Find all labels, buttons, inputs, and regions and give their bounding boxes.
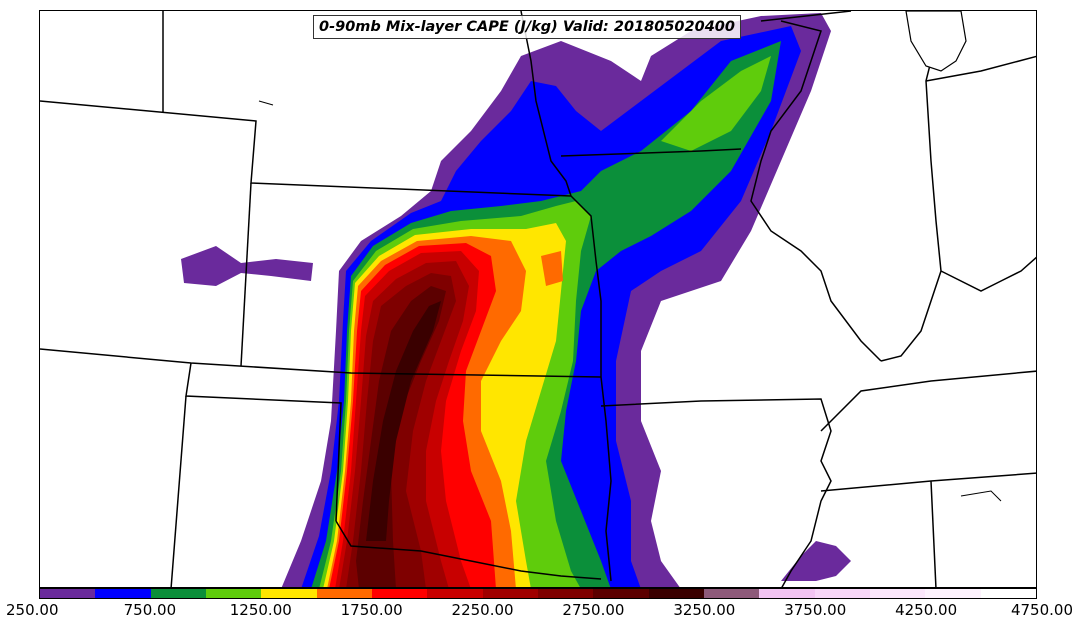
boundary-line [750, 20, 882, 362]
colorbar-segment [869, 589, 926, 598]
boundary-line [940, 256, 1036, 292]
colorbar [39, 588, 1037, 599]
colorbar-segment [593, 589, 649, 598]
colorbar-segment [703, 589, 760, 598]
colorbar-tick-label: 2750.00 [562, 601, 625, 619]
boundary-line [880, 60, 942, 362]
boundary-line [930, 480, 937, 587]
boundary-line [820, 370, 1036, 432]
lake-outline [960, 490, 1002, 502]
colorbar-segment [648, 589, 704, 598]
colorbar-tick-label: 750.00 [123, 601, 177, 619]
colorbar-tick-label: 1750.00 [340, 601, 403, 619]
colorbar-segment [925, 589, 981, 598]
lake-outline [258, 100, 274, 106]
boundary-line [760, 11, 852, 22]
boundary-line [520, 11, 572, 197]
boundary-line [925, 55, 1036, 82]
colorbar-tick-label: 1250.00 [229, 601, 292, 619]
boundary-line [335, 520, 602, 580]
colorbar-segment [759, 589, 815, 598]
colorbar-tick-label: 4250.00 [895, 601, 958, 619]
boundary-line [560, 148, 742, 157]
boundary-line [40, 100, 572, 197]
boundary-line [240, 182, 252, 367]
cape-map [40, 11, 1036, 587]
colorbar-segment [482, 589, 538, 598]
lake-michigan-outline [905, 11, 967, 72]
state-boundaries [40, 11, 1036, 587]
map-panel [39, 10, 1037, 588]
colorbar-segment [537, 589, 594, 598]
cape-band-darkest [366, 301, 441, 541]
colorbar-segment [261, 589, 317, 598]
cape-band-250-se [781, 541, 851, 581]
colorbar-segment [40, 589, 96, 598]
cape-band-orange-ne [541, 251, 563, 286]
colorbar-segment [980, 589, 1036, 598]
colorbar-segment [427, 589, 483, 598]
colorbar-segment [150, 589, 206, 598]
boundary-line [600, 398, 832, 587]
cape-contours [181, 13, 851, 587]
cape-band-1750-north [661, 56, 771, 151]
colorbar-tick-label: 2250.00 [451, 601, 514, 619]
colorbar-tick-label: 3750.00 [784, 601, 847, 619]
colorbar-segment [205, 589, 262, 598]
boundary-line [40, 348, 602, 378]
colorbar-segment [95, 589, 151, 598]
map-title: 0-90mb Mix-layer CAPE (J/kg) Valid: 2018… [313, 15, 741, 39]
boundary-line [570, 195, 612, 582]
colorbar-segment [814, 589, 870, 598]
colorbar-segment [371, 589, 428, 598]
boundary-line [170, 395, 187, 587]
colorbar-tick-label: 4750.00 [1010, 601, 1073, 619]
boundary-line [185, 362, 342, 522]
colorbar-tick-label: 3250.00 [673, 601, 736, 619]
boundary-line [820, 472, 1036, 492]
colorbar-segment [316, 589, 372, 598]
colorbar-tick-label: 250.00 [6, 601, 59, 619]
